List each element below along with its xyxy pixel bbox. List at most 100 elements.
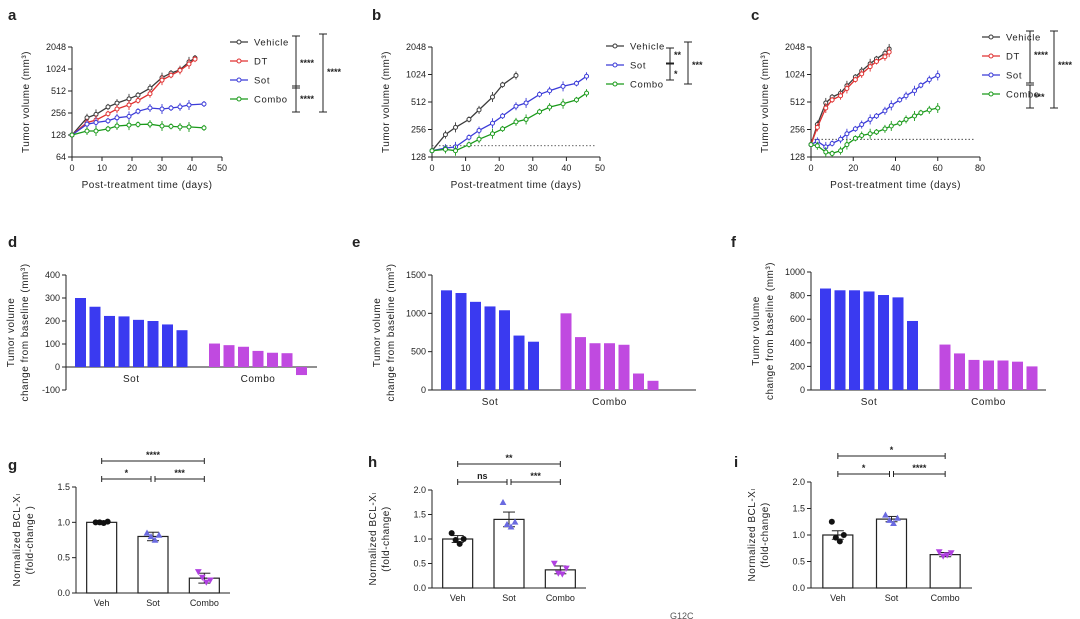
bar-veh [442, 538, 474, 589]
bar-combo [296, 367, 307, 376]
y-axis-label-line2: (fold-change) [381, 506, 392, 571]
data-point-sot [503, 520, 511, 528]
data-point [918, 82, 924, 88]
data-point [159, 123, 165, 129]
legend-label: Vehicle [254, 38, 289, 49]
data-point [114, 100, 120, 106]
data-point-veh [456, 540, 463, 547]
bar-sot [118, 316, 130, 367]
data-point-combo [206, 577, 214, 584]
y-tick-label: 2.0 [792, 477, 805, 487]
comparison-label: * [862, 463, 866, 473]
significance-label: *** [692, 60, 703, 70]
bar-sot [89, 306, 101, 367]
significance-label: **** [300, 58, 315, 68]
x-tick-label: 80 [975, 163, 985, 173]
data-point [159, 106, 165, 112]
x-tick-label: 40 [187, 163, 197, 173]
x-tick-label: 20 [127, 163, 137, 173]
legend-marker [612, 81, 618, 87]
legend-marker [236, 96, 242, 102]
bar-combo [647, 380, 659, 390]
y-tick-label: 600 [790, 314, 805, 324]
x-tick-label: 0 [429, 163, 434, 173]
bar-combo [281, 353, 293, 367]
bar-combo [575, 337, 586, 390]
data-point [114, 123, 120, 129]
y-tick-label: 256 [51, 108, 66, 118]
bar-sot [162, 324, 173, 367]
data-point [192, 56, 198, 62]
comparison-label: * [125, 468, 129, 478]
data-point [105, 118, 111, 124]
group-label-sot: Sot [861, 397, 878, 408]
caption-fragment: G12C [670, 611, 694, 619]
data-point [859, 133, 865, 139]
data-point [873, 113, 879, 119]
panel-label-i: i [734, 454, 738, 471]
data-point-combo [947, 550, 955, 557]
bar-sot [849, 290, 860, 390]
y-axis-label-line2: change from baseline (mm³) [386, 263, 397, 401]
bar-combo [618, 344, 630, 390]
data-point [873, 59, 879, 65]
group-label-combo: Combo [971, 397, 1006, 408]
x-tick-label: 10 [97, 163, 107, 173]
y-tick-label: 512 [51, 86, 66, 96]
bar-sot [137, 535, 169, 594]
y-tick-label: 800 [790, 291, 805, 301]
data-point [882, 54, 888, 60]
y-tick-label: 128 [790, 152, 805, 162]
data-point [903, 116, 909, 122]
y-axis-label-line2: change from baseline (mm³) [765, 262, 776, 400]
bar-combo [954, 353, 965, 390]
data-point [823, 149, 829, 155]
data-point-veh [448, 530, 455, 537]
data-point [867, 131, 873, 137]
y-tick-label: 64 [56, 152, 66, 162]
data-point [126, 122, 132, 128]
group-label-combo: Combo [592, 397, 627, 408]
legend-marker [612, 62, 618, 68]
data-point [453, 124, 459, 130]
data-point [126, 102, 132, 108]
x-tick-label: Sot [502, 593, 516, 603]
data-point [882, 108, 888, 114]
y-axis-label-line1: Normalized BCL-Xₗ [368, 493, 379, 586]
legend-label: Combo [1006, 90, 1040, 101]
data-point-sot [882, 511, 889, 518]
data-point [466, 142, 472, 148]
data-point [135, 122, 141, 128]
data-point [126, 113, 132, 119]
data-point [147, 105, 153, 111]
data-point [537, 91, 543, 97]
data-point [844, 85, 850, 91]
x-tick-label: 20 [494, 163, 504, 173]
significance-label: **** [300, 94, 315, 104]
y-axis-label-line2: change from baseline (mm³) [20, 263, 31, 401]
y-axis-label: Tumor volume (mm³) [21, 51, 32, 153]
data-point-sot [507, 523, 515, 530]
panel-label-b: b [372, 7, 381, 24]
data-point-sot [511, 518, 519, 525]
data-point [829, 97, 835, 103]
legend-marker [612, 43, 618, 49]
y-tick-label: 1.0 [792, 530, 805, 540]
legend-marker [988, 91, 994, 97]
y-tick-label: 400 [790, 338, 805, 348]
data-point [897, 120, 903, 126]
y-axis-label-line2: (fold-change ) [25, 506, 36, 575]
data-point [573, 80, 579, 86]
data-point [500, 113, 506, 119]
bar-combo [1026, 366, 1038, 390]
bar-sot [75, 298, 86, 367]
data-point [466, 116, 472, 122]
y-tick-label: 1.5 [413, 510, 426, 520]
data-point-combo [198, 574, 206, 581]
legend-label: Vehicle [1006, 33, 1041, 44]
bar-combo [267, 352, 278, 367]
bar-combo [604, 343, 615, 390]
comparison-label: * [890, 445, 894, 455]
data-point [105, 104, 111, 110]
